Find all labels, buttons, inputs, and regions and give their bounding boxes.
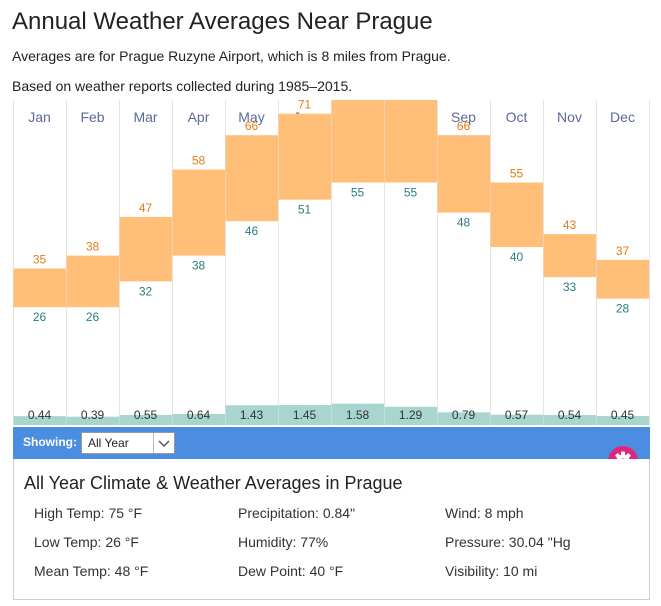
precip-bar [331,403,384,425]
precip-label: 0.64 [187,408,211,422]
high-temp-label: 71 [298,100,312,112]
high-temp-label: 35 [33,253,47,267]
precip-bar [543,415,596,425]
temp-range-bar [13,268,66,308]
period-select[interactable]: All Year [81,432,175,454]
month-label: Nov [557,109,582,125]
temp-range-bar [596,259,649,299]
month-label: Mar [133,109,157,125]
precip-bar [172,413,225,425]
stat-item: Visibility: 10 mi [445,563,538,579]
precip-bar [278,405,331,425]
stat-item: Precipitation: 0.84" [238,505,356,521]
climate-summary-panel: All Year Climate & Weather Averages in P… [13,459,650,600]
low-temp-label: 32 [139,284,153,298]
precip-label: 1.29 [399,408,423,422]
low-temp-label: 26 [33,310,47,324]
stat-item: Mean Temp: 48 °F [34,563,149,579]
low-temp-label: 55 [351,186,365,200]
temp-range-bar [278,113,331,200]
stat-item: Humidity: 77% [238,534,329,550]
precip-bar [596,416,649,425]
stat-item: Low Temp: 26 °F [34,534,139,550]
low-temp-label: 33 [563,280,577,294]
precip-bar [119,414,172,425]
subtitle-period: Based on weather reports collected durin… [12,78,353,94]
page-title: Annual Weather Averages Near Prague [12,8,433,35]
month-label: Feb [80,109,104,125]
month-label: May [238,109,264,125]
stat-item: Wind: 8 mph [445,505,524,521]
panel-title: All Year Climate & Weather Averages in P… [24,473,403,493]
high-temp-label: 66 [457,119,471,133]
stat-item: Dew Point: 40 °F [238,563,344,579]
precip-bar [13,416,66,425]
showing-label: Showing: [23,435,77,449]
precip-bar [225,405,278,425]
high-temp-label: 43 [563,218,577,232]
precip-bar [66,416,119,425]
precip-label: 0.45 [611,408,635,422]
high-temp-label: 66 [245,119,259,133]
temp-range-bar [490,182,543,247]
stat-item: Pressure: 30.04 "Hg [445,534,571,550]
month-label: Dec [610,109,635,125]
subtitle-location: Averages are for Prague Ruzyne Airport, … [12,48,451,64]
precip-bar [437,412,490,425]
month-label: Oct [506,109,528,125]
precip-bar [384,406,437,425]
month-label: Apr [188,109,210,125]
low-temp-label: 28 [616,302,630,316]
precip-label: 0.79 [452,408,476,422]
low-temp-label: 51 [298,203,312,217]
month-label: Sep [451,109,476,125]
temp-range-bar [119,216,172,282]
high-temp-label: 37 [616,244,630,258]
low-temp-label: 40 [510,250,524,264]
showing-bar: Showing: All Year [13,427,650,459]
low-temp-label: 48 [457,216,471,230]
precip-label: 1.58 [346,408,370,422]
low-temp-label: 46 [245,224,259,238]
precip-label: 0.54 [558,408,582,422]
temp-range-bar [331,100,384,183]
month-label: Jan [28,109,51,125]
temp-range-bar [172,169,225,256]
temp-range-bar [66,255,119,308]
high-temp-label: 38 [86,240,100,254]
chevron-down-icon [153,433,174,453]
precip-label: 1.45 [293,408,317,422]
temp-range-bar [225,135,278,222]
precip-label: 0.55 [134,408,158,422]
high-temp-label: 55 [510,167,524,181]
precip-bar [490,414,543,425]
high-temp-label: 47 [139,201,153,215]
period-select-value: All Year [88,436,129,450]
precip-label: 1.43 [240,408,264,422]
temp-range-bar [437,135,490,213]
low-temp-label: 38 [192,259,206,273]
high-temp-label: 58 [192,154,206,168]
precip-label: 0.39 [81,408,105,422]
stat-item: High Temp: 75 °F [34,505,143,521]
weather-chart: Jan 35 26 0.44 Feb 38 26 0.39 Mar 47 32 0.55 Apr 58 38… [13,100,650,425]
low-temp-label: 26 [86,310,100,324]
low-temp-label: 55 [404,186,418,200]
precip-label: 0.44 [28,408,52,422]
temp-range-bar [543,234,596,278]
temp-range-bar [384,100,437,183]
precip-label: 0.57 [505,408,529,422]
